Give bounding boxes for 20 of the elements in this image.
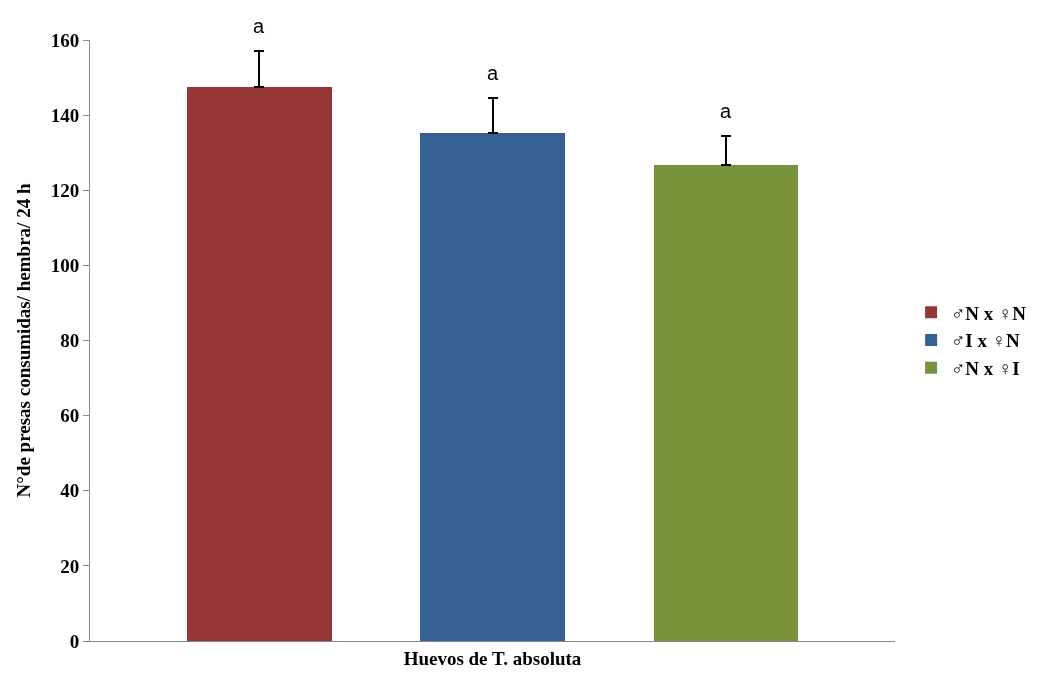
legend-label: ♂N x ♀I (951, 358, 1020, 380)
bar (654, 165, 798, 641)
bar (420, 133, 565, 641)
annotation: a (720, 100, 732, 122)
text: a (253, 15, 265, 37)
y-tick-label: 0 (69, 630, 80, 652)
y-tick-label: 40 (60, 480, 80, 502)
bar (187, 87, 332, 641)
y-tick-label: 140 (50, 104, 80, 126)
y-tick-label: 20 (60, 555, 80, 577)
y-tick-label: 80 (60, 330, 80, 352)
y-tick-label: 60 (60, 405, 80, 427)
legend-label: ♂N x ♀N (951, 302, 1027, 324)
legend-label: ♂I x ♀N (951, 330, 1020, 352)
y-tick-label: 160 (50, 29, 80, 51)
y-axis-title: N°de presas consumidas/ hembra/ 24 h (12, 183, 34, 498)
x-axis-title: Huevos de T. absoluta (403, 648, 582, 670)
y-tick-label: 100 (50, 255, 80, 277)
y-tick-label: 120 (50, 179, 80, 201)
annotation: a (487, 62, 499, 84)
